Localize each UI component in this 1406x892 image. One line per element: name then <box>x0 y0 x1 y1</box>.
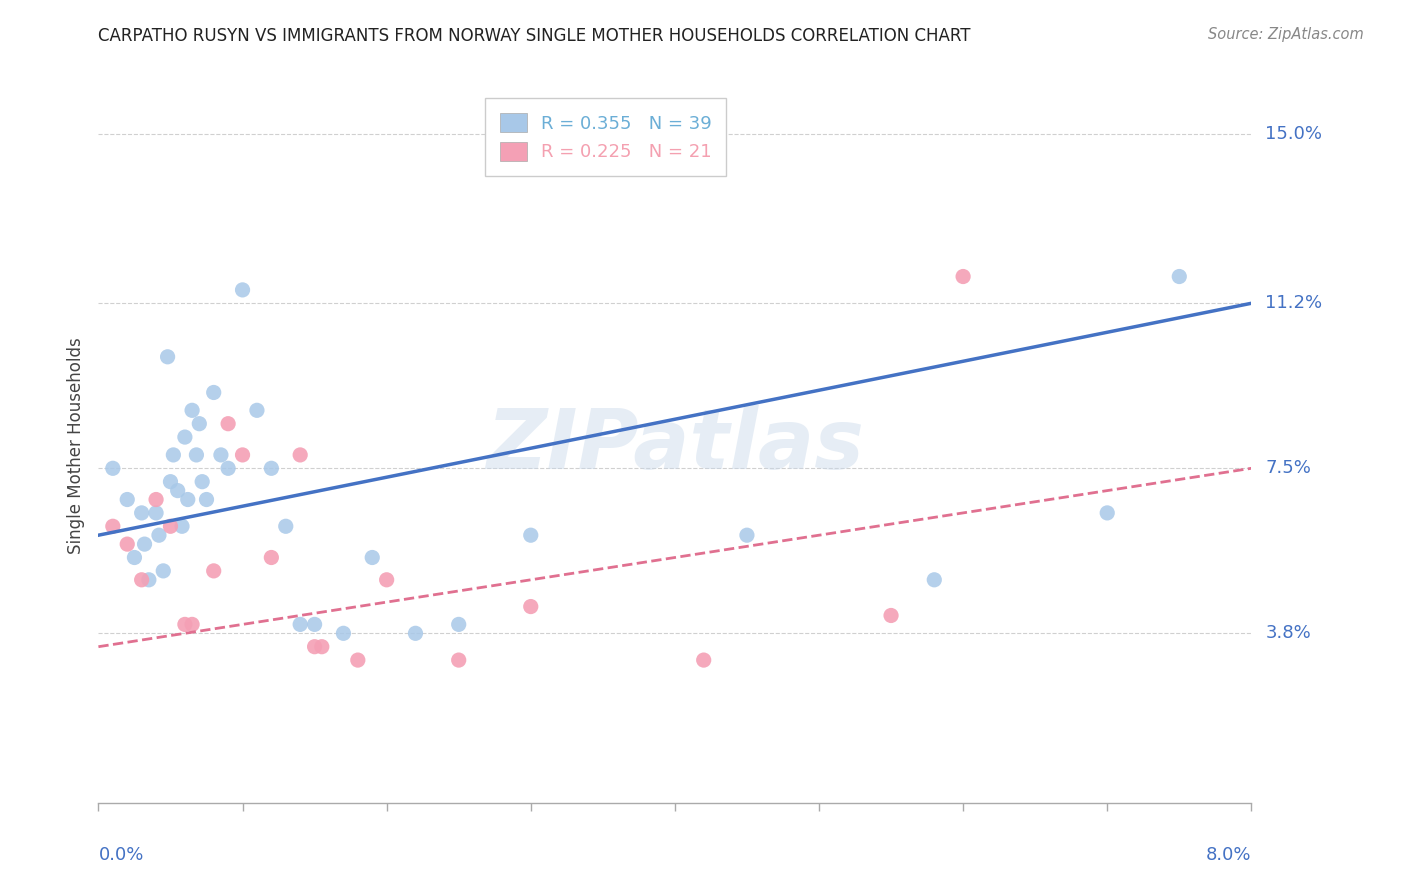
Point <box>311 640 333 654</box>
Text: 7.5%: 7.5% <box>1265 459 1312 477</box>
Point <box>148 528 170 542</box>
Point <box>304 640 326 654</box>
Point <box>195 492 218 507</box>
Point <box>159 519 181 533</box>
Point <box>1168 269 1191 284</box>
Text: 3.8%: 3.8% <box>1265 624 1310 642</box>
Point <box>260 461 283 475</box>
Point <box>181 403 204 417</box>
Point <box>117 492 138 507</box>
Point <box>156 350 179 364</box>
Point <box>922 573 945 587</box>
Point <box>260 550 283 565</box>
Point <box>405 626 427 640</box>
Point <box>361 550 384 565</box>
Point <box>246 403 269 417</box>
Point <box>101 519 124 533</box>
Point <box>447 617 470 632</box>
Point <box>217 417 239 431</box>
Point <box>166 483 188 498</box>
Point <box>202 564 225 578</box>
Point <box>174 430 197 444</box>
Text: 11.2%: 11.2% <box>1265 294 1323 312</box>
Y-axis label: Single Mother Households: Single Mother Households <box>66 338 84 554</box>
Point <box>101 461 124 475</box>
Text: 0.0%: 0.0% <box>98 846 143 863</box>
Point <box>880 608 903 623</box>
Point <box>170 519 193 533</box>
Point <box>191 475 214 489</box>
Point <box>1097 506 1119 520</box>
Point <box>231 448 254 462</box>
Point <box>304 617 326 632</box>
Point <box>290 617 312 632</box>
Text: CARPATHO RUSYN VS IMMIGRANTS FROM NORWAY SINGLE MOTHER HOUSEHOLDS CORRELATION CH: CARPATHO RUSYN VS IMMIGRANTS FROM NORWAY… <box>98 27 972 45</box>
Point <box>519 599 541 614</box>
Point <box>735 528 758 542</box>
Legend: R = 0.355   N = 39, R = 0.225   N = 21: R = 0.355 N = 39, R = 0.225 N = 21 <box>485 98 727 176</box>
Point <box>519 528 541 542</box>
Point <box>186 448 208 462</box>
Point <box>209 448 232 462</box>
Point <box>145 506 167 520</box>
Point <box>952 269 974 284</box>
Point <box>375 573 398 587</box>
Point <box>693 653 716 667</box>
Point <box>131 573 153 587</box>
Point <box>181 617 204 632</box>
Point <box>174 617 197 632</box>
Point <box>332 626 354 640</box>
Text: 8.0%: 8.0% <box>1206 846 1251 863</box>
Point <box>159 475 181 489</box>
Point <box>117 537 138 551</box>
Point <box>124 550 146 565</box>
Text: ZIPatlas: ZIPatlas <box>486 406 863 486</box>
Point <box>274 519 297 533</box>
Point <box>290 448 312 462</box>
Point <box>188 417 211 431</box>
Point <box>231 283 254 297</box>
Point <box>202 385 225 400</box>
Point <box>138 573 160 587</box>
Point <box>162 448 184 462</box>
Text: Source: ZipAtlas.com: Source: ZipAtlas.com <box>1208 27 1364 42</box>
Point <box>217 461 239 475</box>
Point <box>145 492 167 507</box>
Point <box>177 492 200 507</box>
Point <box>447 653 470 667</box>
Point <box>134 537 156 551</box>
Text: 15.0%: 15.0% <box>1265 125 1322 143</box>
Point <box>152 564 174 578</box>
Point <box>131 506 153 520</box>
Point <box>346 653 368 667</box>
